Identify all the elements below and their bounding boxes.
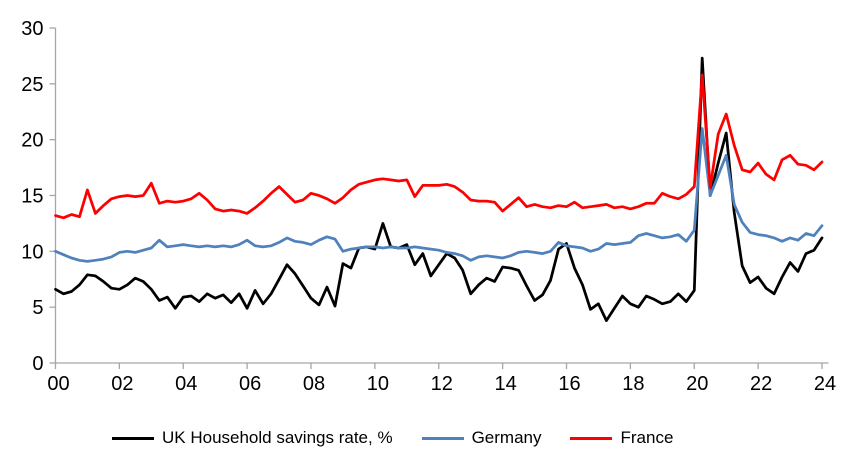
series-line-uk bbox=[54, 56, 824, 322]
x-tick-label: 18 bbox=[622, 373, 644, 395]
y-tick-label: 10 bbox=[21, 241, 43, 263]
x-tick-label: 10 bbox=[367, 373, 389, 395]
france-line-sample bbox=[570, 436, 613, 440]
legend-item-germany: Germany bbox=[421, 428, 542, 448]
x-tick-label: 22 bbox=[750, 373, 772, 395]
y-tick-label: 5 bbox=[32, 297, 43, 319]
x-tick-label: 08 bbox=[303, 373, 325, 395]
y-tick-label: 25 bbox=[21, 74, 43, 96]
legend-label-france: France bbox=[620, 428, 674, 447]
x-tick-label: 00 bbox=[47, 373, 69, 395]
legend-item-france: France bbox=[570, 428, 673, 448]
germany-line-sample bbox=[421, 436, 464, 440]
x-tick-label: 12 bbox=[431, 373, 453, 395]
x-tick-label: 14 bbox=[495, 373, 517, 395]
y-tick-label: 20 bbox=[21, 130, 43, 152]
chart-legend: UK Household savings rate, % Germany Fra… bbox=[112, 426, 673, 450]
uk-line-sample bbox=[112, 436, 154, 440]
x-tick-label: 20 bbox=[686, 373, 708, 395]
y-tick-label: 0 bbox=[32, 353, 43, 375]
legend-item-uk: UK Household savings rate, % bbox=[112, 428, 393, 448]
x-tick-label: 16 bbox=[558, 373, 580, 395]
x-tick-label: 24 bbox=[814, 373, 836, 395]
series-line-germany bbox=[54, 127, 824, 263]
x-tick-label: 06 bbox=[239, 373, 261, 395]
chart-plot-area: 0 5 10 15 20 25 30 00 02 04 06 08 10 12 14 16 18 20 22 24 bbox=[21, 18, 836, 395]
legend-label-germany: Germany bbox=[471, 428, 542, 447]
x-tick-label: 02 bbox=[111, 373, 133, 395]
legend-label-uk: UK Household savings rate, % bbox=[162, 428, 393, 447]
series-line-france bbox=[54, 73, 824, 220]
y-tick-label: 15 bbox=[21, 186, 43, 208]
x-tick-label: 04 bbox=[175, 373, 197, 395]
y-tick-label: 30 bbox=[21, 18, 43, 40]
